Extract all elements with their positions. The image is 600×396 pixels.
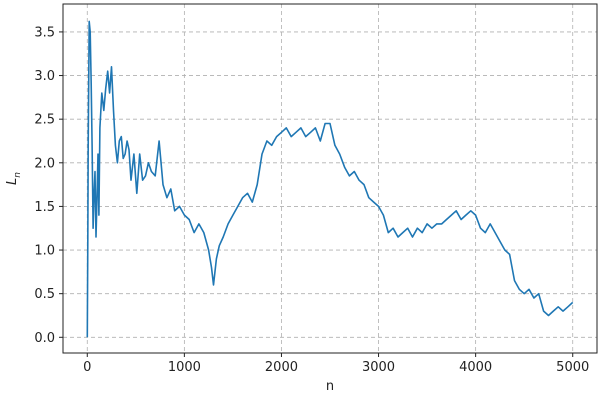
x-tick-label: 1000 xyxy=(168,360,201,375)
y-tick-label: 0.0 xyxy=(34,331,55,346)
ticks: 0 1000 2000 3000 4000 5000 0.0 0.5 1.0 1.5 2.0 2.5 3… xyxy=(34,25,589,375)
x-tick-label: 2000 xyxy=(265,360,298,375)
x-tick-label: 3000 xyxy=(362,360,395,375)
x-axis-label: n xyxy=(326,379,334,394)
y-tick-label: 0.5 xyxy=(34,287,55,302)
y-tick-label: 3.0 xyxy=(34,69,55,84)
y-axis-label-main: L xyxy=(5,178,20,185)
x-tick-label: 0 xyxy=(83,360,91,375)
grid xyxy=(63,4,597,353)
y-tick-label: 3.5 xyxy=(34,25,55,40)
y-tick-label: 2.0 xyxy=(34,156,55,171)
x-tick-label: 5000 xyxy=(556,360,589,375)
series-line xyxy=(86,20,574,338)
y-axis-label-sub: n xyxy=(13,172,23,178)
x-tick-label: 4000 xyxy=(459,360,492,375)
y-axis-label: Ln xyxy=(5,172,23,185)
plot-frame xyxy=(62,3,598,354)
y-tick-label: 1.0 xyxy=(34,244,55,259)
y-tick-label: 1.5 xyxy=(34,200,55,215)
y-tick-label: 2.5 xyxy=(34,113,55,128)
